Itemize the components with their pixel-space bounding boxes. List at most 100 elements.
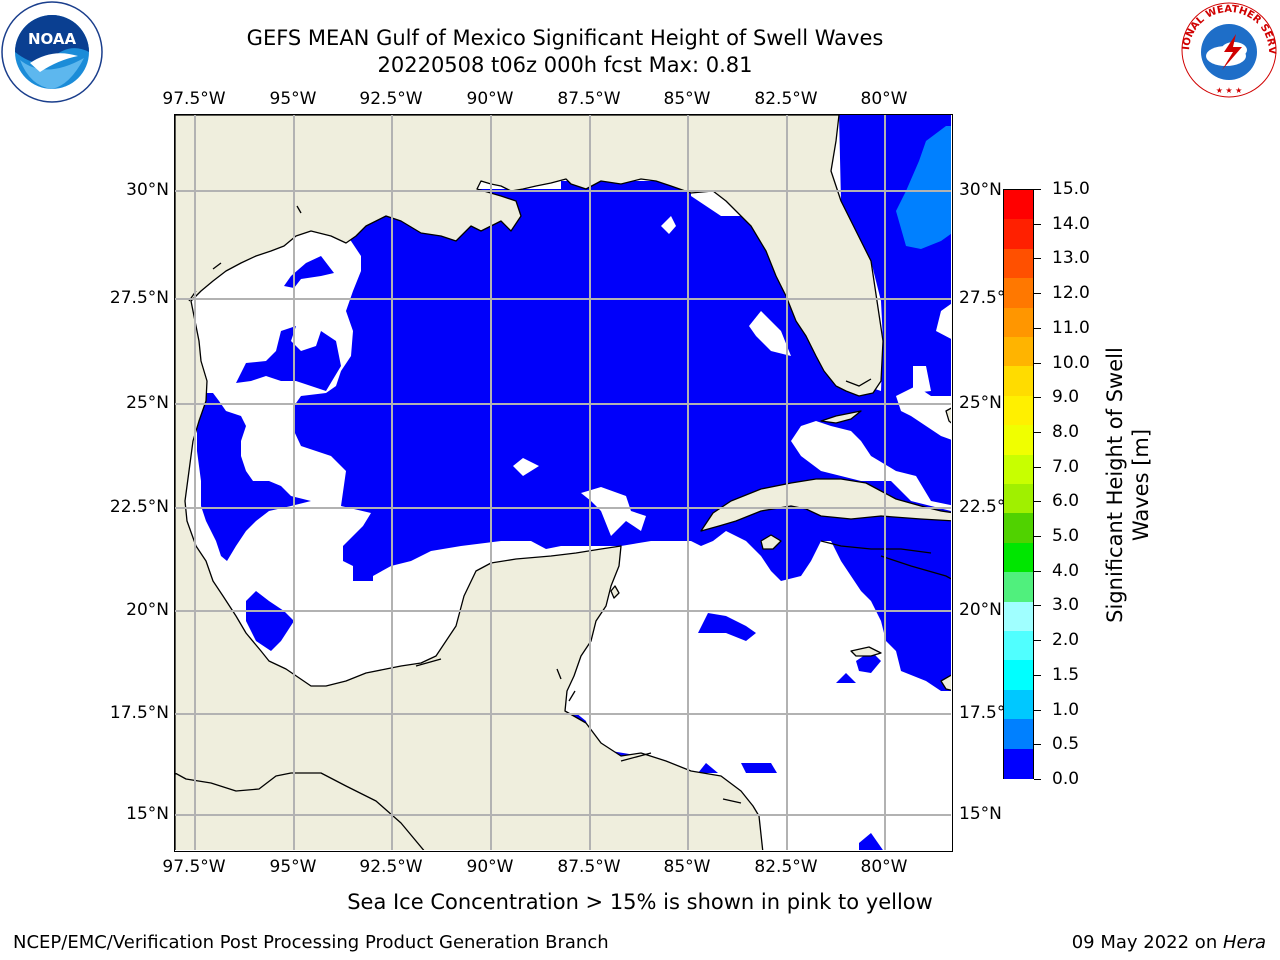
lon-label-top: 95°W bbox=[269, 89, 317, 109]
colorbar-segment bbox=[1004, 248, 1033, 279]
colorbar-tick-label: 7.0 bbox=[1052, 456, 1080, 477]
colorbar-segment bbox=[1004, 337, 1033, 367]
colorbar-tick-mark bbox=[1034, 536, 1041, 538]
land-yucatan-island bbox=[610, 585, 620, 599]
lon-label-bottom: 80°W bbox=[860, 857, 908, 877]
colorbar-tick-mark bbox=[1034, 466, 1041, 468]
lat-label-right: 27.5° bbox=[959, 288, 1006, 308]
colorbar-tick-label: 1.5 bbox=[1052, 664, 1080, 685]
colorbar-tick-mark bbox=[1034, 362, 1041, 364]
lon-label-top: 92.5°W bbox=[359, 89, 423, 109]
colorbar-tick-mark bbox=[1034, 189, 1041, 190]
footer-date: 09 May 2022 on Hera bbox=[1072, 932, 1266, 953]
colorbar-tick-label: 13.0 bbox=[1052, 248, 1090, 269]
footer-credit: NCEP/EMC/Verification Post Processing Pr… bbox=[13, 932, 609, 953]
colorbar-tick-label: 4.0 bbox=[1052, 560, 1080, 581]
colorbar-segment bbox=[1004, 513, 1033, 544]
sea-ice-note: Sea Ice Concentration > 15% is shown in … bbox=[347, 890, 933, 914]
colorbar-tick-label: 3.0 bbox=[1052, 595, 1080, 616]
colorbar-tick-label: 0.5 bbox=[1052, 734, 1080, 755]
colorbar-tick-mark bbox=[1034, 674, 1041, 676]
colorbar-segment bbox=[1004, 395, 1033, 426]
land-keys bbox=[820, 410, 862, 424]
colorbar-segment bbox=[1004, 366, 1033, 397]
colorbar-tick-label: 1.0 bbox=[1052, 699, 1080, 720]
lon-label-top: 97.5°W bbox=[162, 89, 226, 109]
colorbar-tick-mark bbox=[1034, 397, 1041, 399]
lon-label-bottom: 85°W bbox=[663, 857, 711, 877]
map-svg bbox=[175, 115, 952, 851]
land-isle-of-youth bbox=[760, 534, 782, 550]
colorbar-label: Significant Height of Swell Waves [m] bbox=[1102, 325, 1154, 645]
colorbar-tick-label: 14.0 bbox=[1052, 213, 1090, 234]
colorbar-segment bbox=[1004, 719, 1033, 750]
lat-label-left: 30°N bbox=[126, 180, 169, 200]
lat-label-right: 17.5° bbox=[959, 703, 1006, 723]
colorbar-segment bbox=[1004, 425, 1033, 456]
colorbar-tick-label: 6.0 bbox=[1052, 491, 1080, 512]
colorbar-tick-mark bbox=[1034, 779, 1041, 780]
coast-details bbox=[188, 205, 952, 804]
colorbar-tick-mark bbox=[1034, 293, 1041, 295]
nodata-holes bbox=[513, 216, 952, 536]
colorbar-tick-mark bbox=[1034, 570, 1041, 572]
colorbar-tick-label: 10.0 bbox=[1052, 352, 1090, 373]
svg-text:★ ★ ★: ★ ★ ★ bbox=[1216, 86, 1243, 95]
lon-label-bottom: 90°W bbox=[466, 857, 514, 877]
lon-label-bottom: 87.5°W bbox=[557, 857, 621, 877]
graticule bbox=[175, 115, 952, 851]
colorbar-tick-label: 0.0 bbox=[1052, 769, 1080, 789]
colorbar-segment bbox=[1004, 748, 1033, 779]
lat-label-right: 22.5° bbox=[959, 497, 1006, 517]
lat-label-left: 17.5°N bbox=[109, 703, 169, 723]
footer-host: Hera bbox=[1222, 932, 1266, 953]
colorbar-segment bbox=[1004, 190, 1033, 220]
colorbar-tick-label: 12.0 bbox=[1052, 283, 1090, 304]
lon-label-top: 82.5°W bbox=[754, 89, 818, 109]
colorbar-tick-label: 11.0 bbox=[1052, 317, 1090, 338]
colorbar-segment bbox=[1004, 278, 1033, 309]
colorbar-tick-mark bbox=[1034, 709, 1041, 711]
colorbar bbox=[1003, 189, 1034, 779]
colorbar-segment bbox=[1004, 307, 1033, 338]
lat-label-left: 15°N bbox=[126, 804, 169, 824]
gulf-map bbox=[174, 114, 953, 852]
lat-label-left: 25°N bbox=[126, 393, 169, 413]
lat-label-left: 27.5°N bbox=[109, 288, 169, 308]
colorbar-label-text: Significant Height of Swell Waves [m] bbox=[1103, 347, 1153, 623]
lat-label-right: 30°N bbox=[959, 180, 1002, 200]
lon-label-bottom: 95°W bbox=[269, 857, 317, 877]
colorbar-tick-label: 2.0 bbox=[1052, 630, 1080, 651]
lon-label-top: 90°W bbox=[466, 89, 514, 109]
colorbar-tick-label: 8.0 bbox=[1052, 421, 1080, 442]
noaa-logo-text: NOAA bbox=[28, 30, 77, 48]
noaa-logo: NOAA bbox=[0, 0, 104, 104]
colorbar-tick-mark bbox=[1034, 258, 1041, 260]
map-subtitle: 20220508 t06z 000h fcst Max: 0.81 bbox=[377, 53, 753, 77]
colorbar-segment bbox=[1004, 689, 1033, 720]
lon-label-top: 87.5°W bbox=[557, 89, 621, 109]
nws-logo: NATIONAL WEATHER SERVICE ★ ★ ★ bbox=[1174, 0, 1280, 100]
lat-label-left: 22.5°N bbox=[109, 497, 169, 517]
lat-label-right: 20°N bbox=[959, 600, 1002, 620]
colorbar-tick-label: 15.0 bbox=[1052, 179, 1090, 199]
lon-label-bottom: 92.5°W bbox=[359, 857, 423, 877]
land-jamaica bbox=[850, 646, 882, 657]
land-bahamas bbox=[945, 406, 952, 425]
colorbar-tick-label: 9.0 bbox=[1052, 387, 1080, 408]
colorbar-tick-label: 5.0 bbox=[1052, 526, 1080, 547]
colorbar-segment bbox=[1004, 219, 1033, 250]
lat-label-right: 15°N bbox=[959, 804, 1002, 824]
colorbar-segment bbox=[1004, 631, 1033, 661]
lon-label-top: 85°W bbox=[663, 89, 711, 109]
colorbar-tick-mark bbox=[1034, 744, 1041, 746]
lon-label-top: 80°W bbox=[860, 89, 908, 109]
lat-label-right: 25°N bbox=[959, 393, 1002, 413]
lon-label-bottom: 97.5°W bbox=[162, 857, 226, 877]
colorbar-segment bbox=[1004, 484, 1033, 514]
colorbar-segment bbox=[1004, 542, 1033, 573]
colorbar-tick-mark bbox=[1034, 501, 1041, 503]
colorbar-segment bbox=[1004, 660, 1033, 691]
colorbar-tick-mark bbox=[1034, 327, 1041, 329]
colorbar-tick-mark bbox=[1034, 223, 1041, 225]
